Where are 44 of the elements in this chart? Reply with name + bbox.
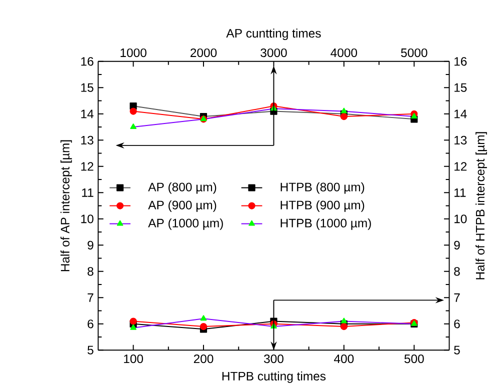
x-tick-label: 400: [334, 354, 354, 364]
y-tick-label: 11: [82, 188, 94, 197]
x-tick-label: 500: [404, 354, 424, 364]
y-tick-label: 8: [88, 267, 94, 276]
x-tick-label: 300: [264, 354, 284, 364]
y-tick-label: 16: [81, 57, 94, 66]
y2-tick-label: 9: [454, 240, 460, 250]
y2-axis-title: Half of HTPB intercept [µm]: [476, 132, 487, 280]
y-axis-title: Half of AP intercept [µm]: [60, 140, 72, 272]
x2-tick-label: 2000: [190, 48, 217, 58]
legend-label: HTPB (800 µm): [280, 182, 364, 194]
y-tick-label: 15: [81, 83, 94, 92]
legend-label: HTPB (900 µm): [280, 200, 364, 212]
y-tick-label: 7: [88, 293, 94, 302]
legend-label: AP (800 µm): [148, 182, 216, 194]
y-tick-label: 12: [81, 162, 94, 171]
y2-tick-label: 8: [454, 267, 460, 276]
y2-tick-label: 14: [454, 110, 467, 118]
x-tick-label: 100: [124, 354, 144, 364]
y-tick-label: 6: [88, 320, 94, 328]
legend-label: AP (900 µm): [148, 200, 216, 212]
x2-axis-title: AP cuntting times: [226, 28, 321, 40]
x-tick-label: 200: [194, 354, 214, 364]
y-tick-label: 9: [88, 240, 94, 250]
y-tick-label: 5: [88, 346, 94, 354]
y2-tick-label: 16: [454, 57, 467, 66]
x2-tick-label: 3000: [260, 48, 287, 58]
x2-tick-label: 1000: [120, 48, 146, 58]
y2-tick-label: 5: [454, 346, 460, 354]
y-tick-label: 13: [81, 136, 94, 144]
y2-tick-label: 7: [454, 293, 460, 302]
x2-tick-label: 4000: [330, 48, 358, 58]
legend-label: HTPB (1000 µm): [280, 218, 371, 230]
x2-tick-label: 5000: [401, 48, 428, 58]
y2-tick-label: 12: [454, 162, 467, 171]
y2-tick-label: 15: [454, 83, 467, 92]
y-tick-label: 14: [81, 110, 94, 118]
y-tick-label: 10: [81, 214, 94, 224]
y2-tick-label: 10: [454, 214, 467, 224]
x-axis-title: HTPB cutting times: [222, 372, 326, 383]
y2-tick-label: 6: [454, 320, 460, 328]
y2-tick-label: 13: [454, 136, 467, 144]
y2-tick-label: 11: [454, 188, 466, 197]
legend-label: AP (1000 µm): [148, 218, 223, 230]
